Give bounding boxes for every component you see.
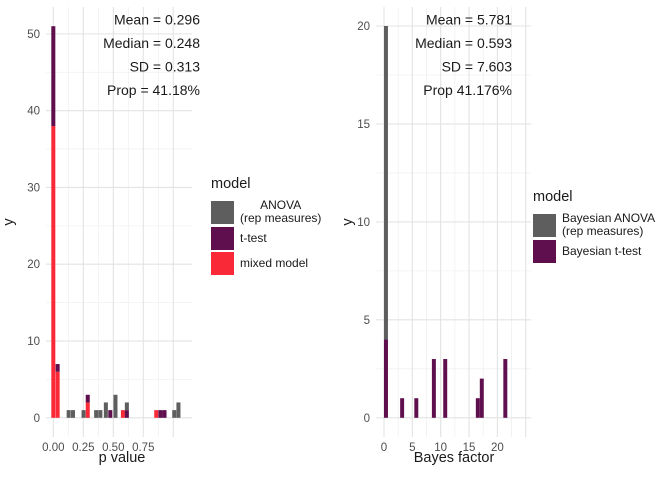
legend-label: t-test — [240, 232, 267, 245]
stat-line: SD = 0.313 — [130, 59, 201, 75]
bar-segment-ttest — [383, 339, 388, 418]
legend-label-line: Bayesian ANOVA — [562, 211, 656, 225]
legend-item-anova: ANOVA (rep measures) — [211, 198, 322, 226]
stat-line: SD = 7.603 — [442, 59, 513, 75]
bar-segment-ttest — [503, 359, 508, 418]
bar-segment-mixed — [55, 371, 60, 418]
tick-labels: 0 5 10 15 20 0 5 10 15 20 — [357, 21, 504, 454]
legend-label: Bayesian ANOVA (rep measures) — [562, 211, 656, 239]
legend-label-line: t-test — [240, 231, 267, 246]
legend-swatch-anova — [211, 200, 234, 224]
bar-segment-anova — [383, 26, 388, 340]
stat-line: Median = 0.248 — [103, 35, 200, 51]
x-tick-label: 0.25 — [72, 442, 94, 454]
y-tick-label: 20 — [27, 259, 40, 271]
x-tick-label: 5 — [409, 442, 415, 454]
y-tick-label: 20 — [357, 21, 370, 33]
x-tick-label: 0.50 — [102, 442, 124, 454]
stat-line: Prop 41.176% — [423, 82, 512, 98]
stat-line: Prop = 41.18% — [107, 82, 200, 98]
legend-item-anova: Bayesian ANOVA (rep measures) — [533, 211, 656, 239]
y-axis-title: y — [1, 218, 17, 226]
model-legend-right: model Bayesian ANOVA (rep measures) Bayesia… — [533, 189, 655, 265]
x-tick-label: 0.00 — [42, 442, 64, 454]
bar-segment-anova — [70, 410, 75, 418]
bar-segment-ttest — [124, 410, 129, 418]
legend-item-ttest: t-test — [211, 227, 321, 251]
legend-label: Bayesian t-test — [562, 245, 641, 258]
legend-title: model — [211, 176, 251, 192]
legend-title: model — [533, 189, 573, 205]
x-tick-label: 0 — [381, 442, 387, 454]
bar-segment-ttest — [85, 394, 90, 403]
stat-line: Median = 0.593 — [415, 35, 512, 51]
y-tick-label: 5 — [364, 315, 370, 327]
bar-segment-ttest — [55, 364, 60, 372]
bars — [383, 26, 508, 418]
legend-label-line: (rep measures) — [240, 211, 322, 226]
legend-label: ANOVA (rep measures) — [240, 198, 322, 226]
bar-segment-anova — [103, 402, 108, 418]
bar-segment-ttest — [431, 359, 436, 418]
bar-segment-anova — [113, 394, 118, 418]
x-axis-title: Bayes factor — [414, 450, 495, 466]
legend-swatch-ttest — [533, 240, 556, 264]
bar-segment-ttest — [162, 410, 167, 418]
legend-label-line: (rep measures) — [562, 224, 644, 239]
bar-segment-ttest — [400, 398, 405, 418]
stat-line: Mean = 0.296 — [114, 12, 200, 28]
bar-segment-anova — [66, 410, 71, 418]
y-tick-label: 40 — [27, 106, 40, 118]
bar-segment-ttest — [51, 26, 56, 127]
bars — [51, 26, 181, 418]
x-tick-label: 20 — [491, 442, 504, 454]
stat-line: Mean = 5.781 — [426, 12, 512, 28]
x-axis-title: p value — [99, 450, 146, 466]
bar-segment-anova — [94, 410, 99, 418]
bar-segment-anova — [172, 410, 177, 418]
bar-segment-ttest — [414, 398, 419, 418]
bar-segment-anova — [124, 402, 129, 411]
legend-swatch-mixed — [211, 252, 234, 276]
legend-label-line: Bayesian t-test — [562, 244, 642, 259]
y-tick-label: 30 — [27, 182, 40, 194]
y-tick-label: 0 — [34, 413, 40, 425]
bar-segment-anova — [176, 402, 181, 418]
y-tick-label: 10 — [27, 336, 40, 348]
bar-segment-ttest — [108, 410, 113, 418]
legend-label-line: mixed model — [240, 256, 309, 271]
tick-labels: 0.00 0.25 0.50 0.75 0 10 20 30 40 50 — [27, 29, 154, 454]
p-value-histogram-panel: 0.00 0.25 0.50 0.75 0 10 20 30 40 50 p value y Mean … — [1, 7, 200, 466]
bar-segment-ttest — [443, 359, 448, 418]
y-tick-label: 0 — [364, 413, 370, 425]
legend-item-ttest: Bayesian t-test — [533, 240, 655, 264]
bar-segment-ttest — [479, 378, 484, 418]
x-tick-label: 0.75 — [132, 442, 154, 454]
legend-item-mixed: mixed model — [211, 252, 321, 276]
summary-stats: Mean = 0.296 Median = 0.248 SD = 0.313 Prop… — [103, 12, 200, 99]
bar-segment-ttest — [475, 398, 480, 418]
x-tick-label: 10 — [434, 442, 447, 454]
y-axis-title: y — [340, 218, 356, 226]
y-tick-label: 15 — [357, 119, 370, 131]
bar-segment-ttest — [158, 410, 163, 418]
legend-swatch-ttest — [211, 227, 234, 251]
bar-segment-mixed — [85, 402, 90, 418]
bar-segment-mixed — [51, 126, 56, 418]
y-tick-label: 50 — [27, 29, 40, 41]
model-legend-left: model ANOVA (rep measures) t-test mixed mode… — [211, 176, 321, 277]
bar-segment-mixed — [120, 410, 125, 418]
bar-segment-mixed — [154, 410, 159, 418]
y-tick-label: 10 — [357, 217, 370, 229]
legend-label: mixed model — [240, 257, 308, 270]
summary-stats: Mean = 5.781 Median = 0.593 SD = 7.603 Prop… — [415, 12, 512, 99]
legend-label-line: ANOVA — [260, 198, 302, 212]
bar-segment-anova — [81, 410, 86, 418]
x-tick-label: 15 — [463, 442, 476, 454]
bar-segment-anova — [98, 410, 103, 418]
legend-swatch-anova — [533, 213, 556, 237]
